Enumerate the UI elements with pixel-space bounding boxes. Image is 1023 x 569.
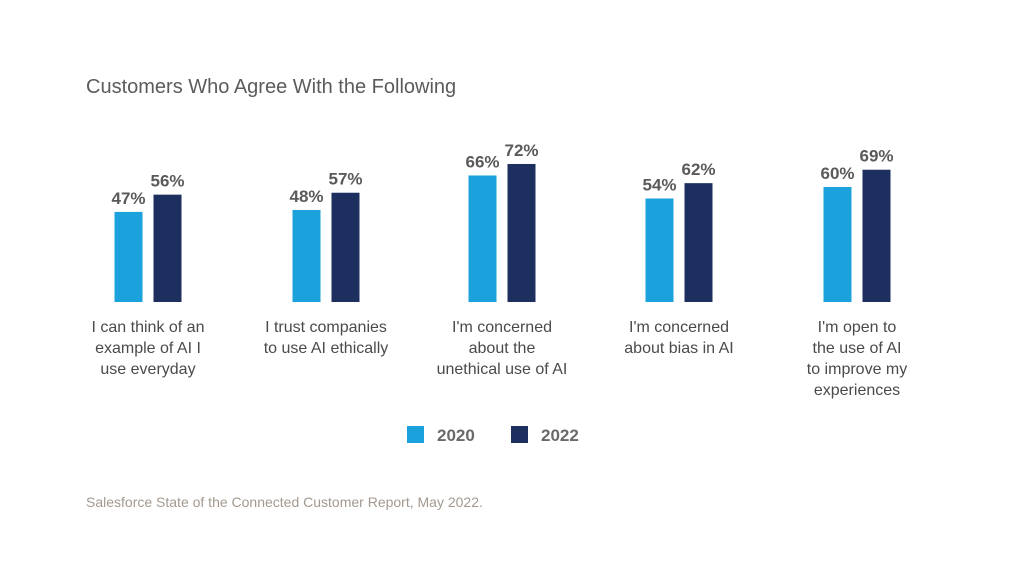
data-label: 72%: [504, 141, 538, 160]
category-label: use everyday: [100, 361, 195, 378]
data-label: 54%: [642, 175, 676, 194]
bar-2022: [153, 194, 182, 302]
category-label: example of AI I: [95, 340, 201, 357]
data-label: 57%: [328, 170, 362, 189]
legend-label: 2022: [541, 426, 579, 445]
data-label: 56%: [150, 172, 184, 191]
category-label: experiences: [814, 382, 900, 399]
bar-2020: [468, 175, 497, 302]
chart-title: Customers Who Agree With the Following: [86, 76, 457, 98]
category-label: I'm concerned: [629, 319, 729, 336]
legend-swatch-2020: [407, 426, 424, 443]
legend-label: 2020: [437, 426, 475, 445]
bar-2020: [823, 186, 852, 302]
category-label: to improve my: [807, 361, 907, 378]
data-label: 60%: [820, 164, 854, 183]
bar-2022: [862, 169, 891, 302]
category-label: I'm concerned: [452, 319, 552, 336]
category-label: the use of AI: [813, 340, 902, 357]
category-label: I trust companies: [265, 319, 387, 336]
category-label: about the: [469, 340, 536, 357]
data-label: 48%: [289, 187, 323, 206]
bar-2020: [292, 209, 321, 302]
bar-2022: [507, 163, 536, 302]
bar-2022: [684, 183, 713, 302]
legend-swatch-2022: [511, 426, 528, 443]
source-note: Salesforce State of the Connected Custom…: [86, 494, 483, 510]
bar-2022: [331, 192, 360, 302]
data-label: 69%: [859, 147, 893, 166]
category-label: about bias in AI: [624, 340, 733, 357]
data-label: 62%: [681, 160, 715, 179]
category-label: unethical use of AI: [437, 361, 568, 378]
data-label: 47%: [111, 189, 145, 208]
data-label: 66%: [465, 152, 499, 171]
category-label: to use AI ethically: [264, 340, 389, 357]
bar-2020: [645, 198, 674, 302]
bar-2020: [114, 211, 143, 302]
category-label: I can think of an: [92, 319, 205, 336]
category-label: I'm open to: [818, 319, 897, 336]
